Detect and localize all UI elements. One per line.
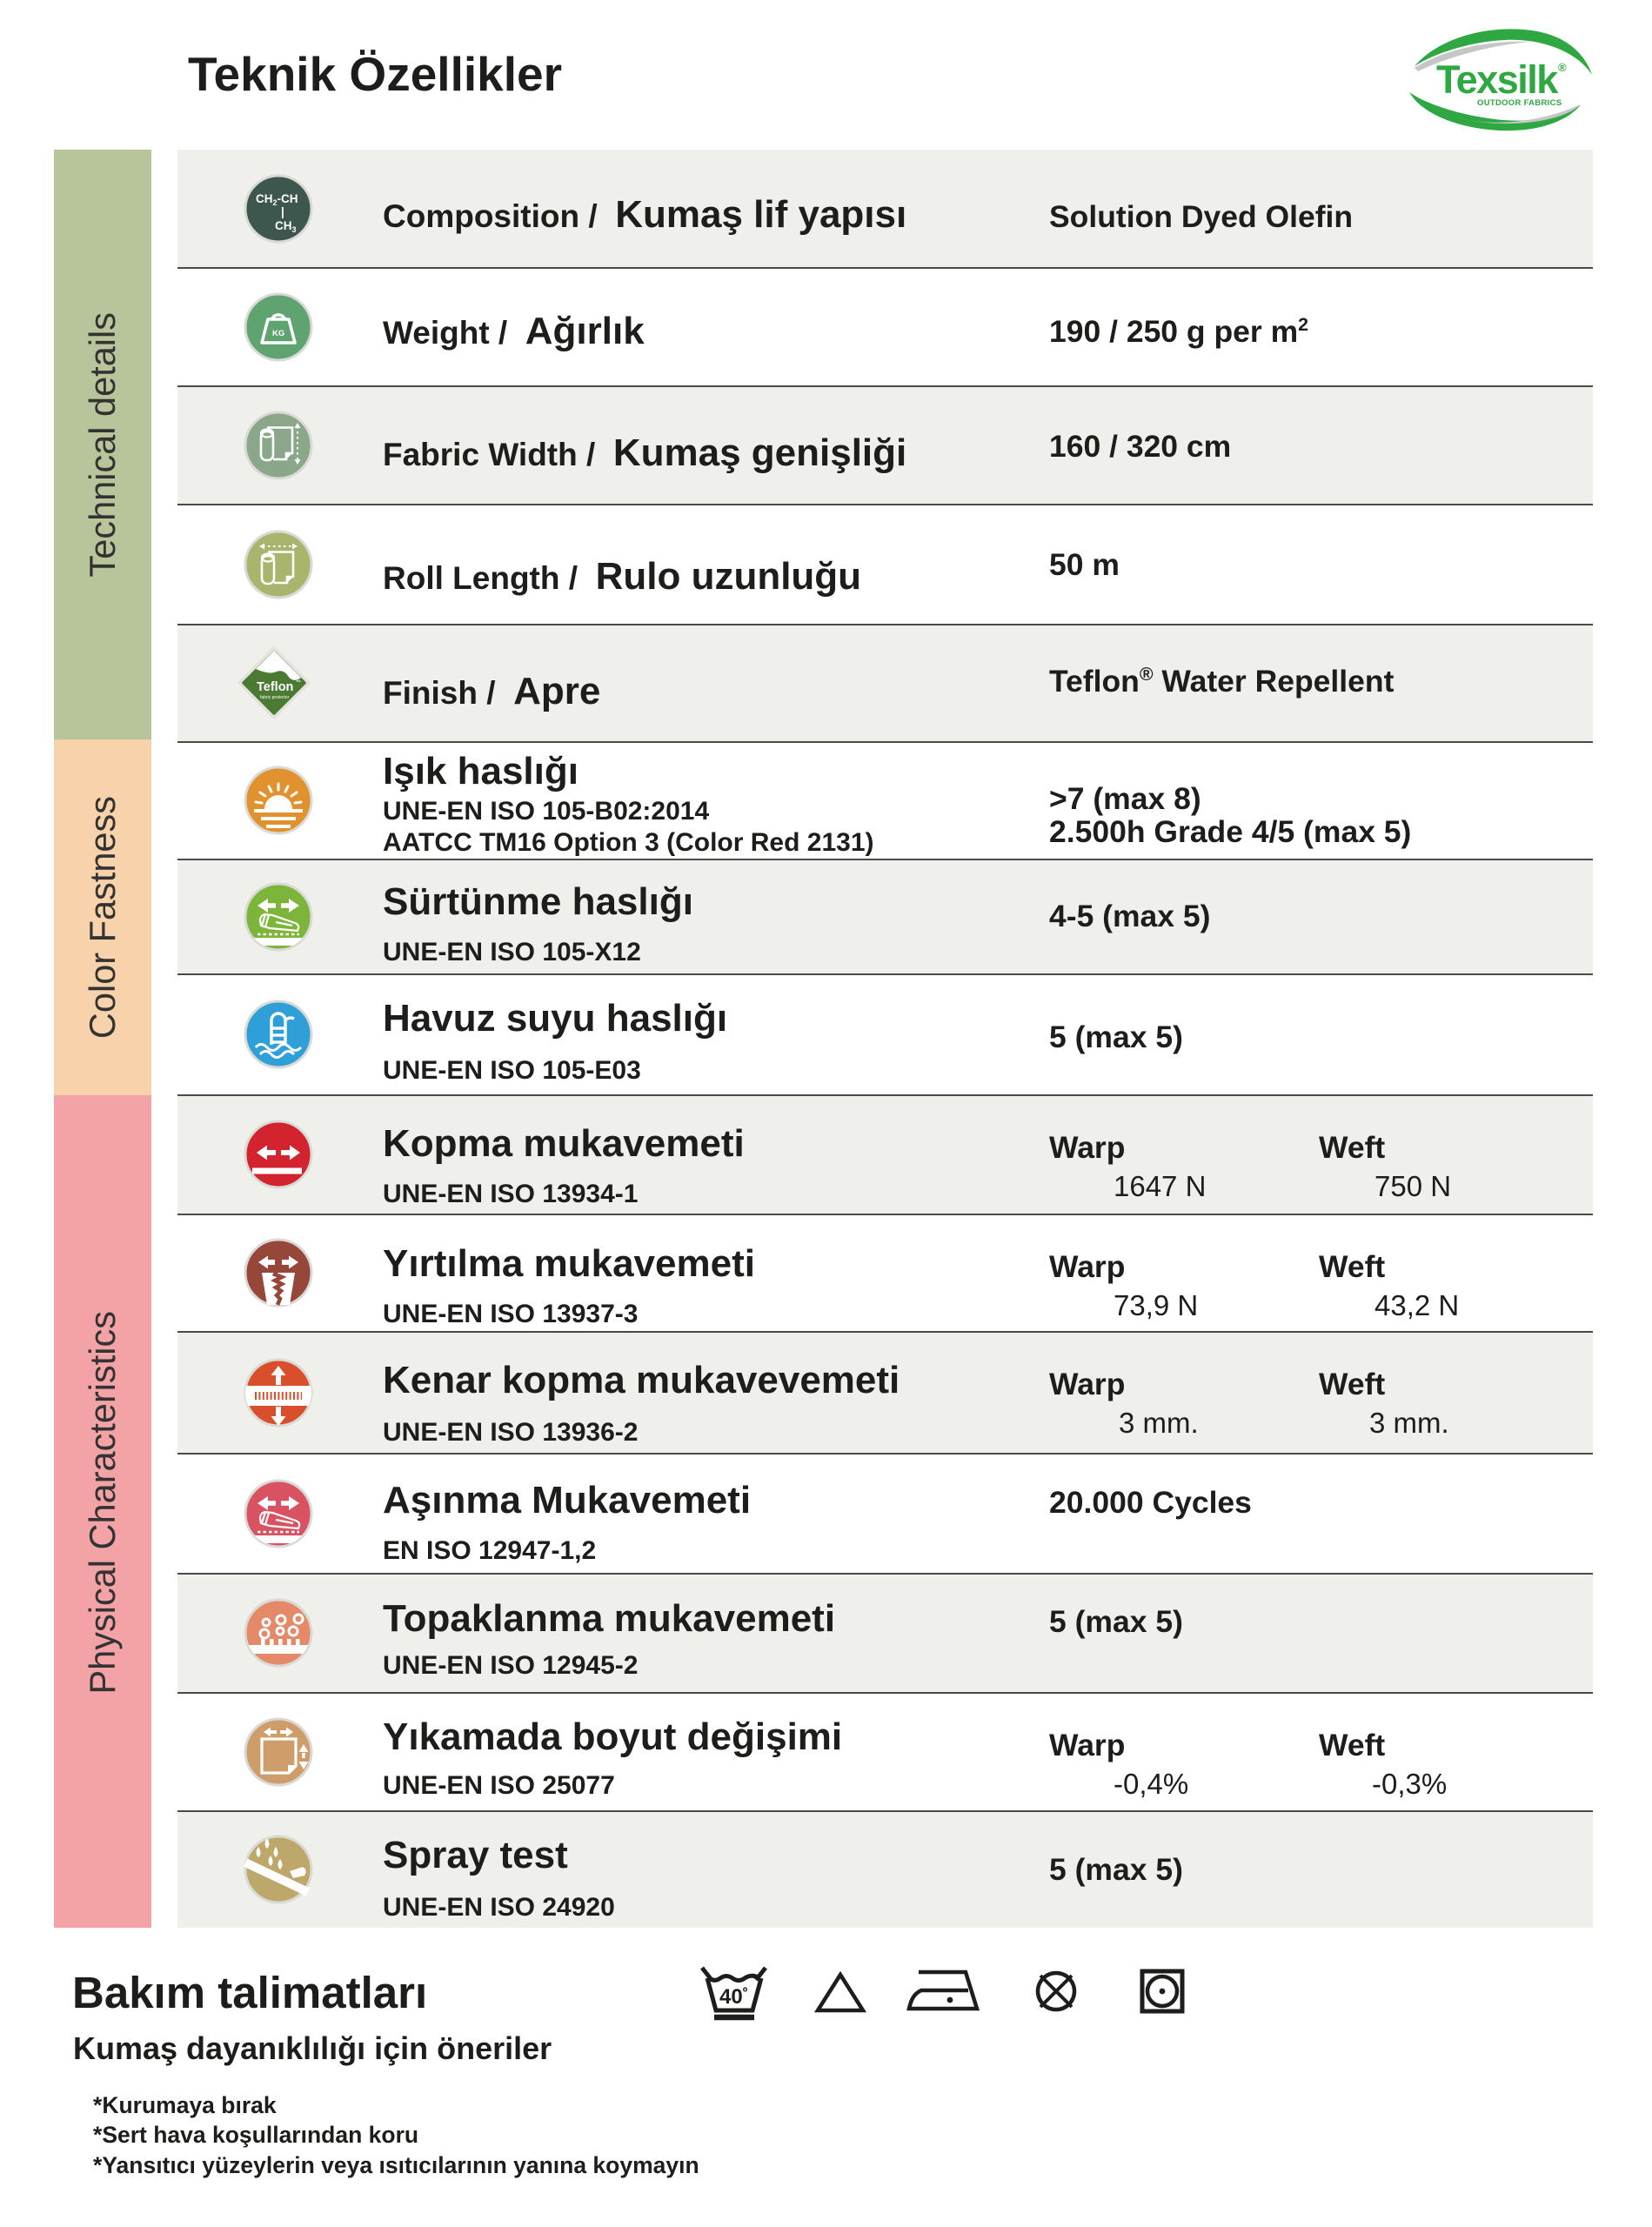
svg-text:Teflon: Teflon (257, 680, 293, 694)
svg-text:®: ® (1558, 61, 1567, 74)
svg-text:|: | (281, 205, 284, 218)
svg-text:KG: KG (272, 329, 284, 338)
svg-text:CH2-CH: CH2-CH (256, 192, 298, 207)
svg-text:™: ™ (296, 679, 301, 685)
svg-text:Texsilk: Texsilk (1436, 57, 1559, 102)
svg-text:fabric protector: fabric protector (260, 695, 290, 700)
svg-text:40º: 40º (719, 1985, 748, 2009)
svg-text:CH3: CH3 (275, 219, 297, 234)
svg-text:OUTDOOR FABRICS: OUTDOOR FABRICS (1477, 98, 1562, 108)
